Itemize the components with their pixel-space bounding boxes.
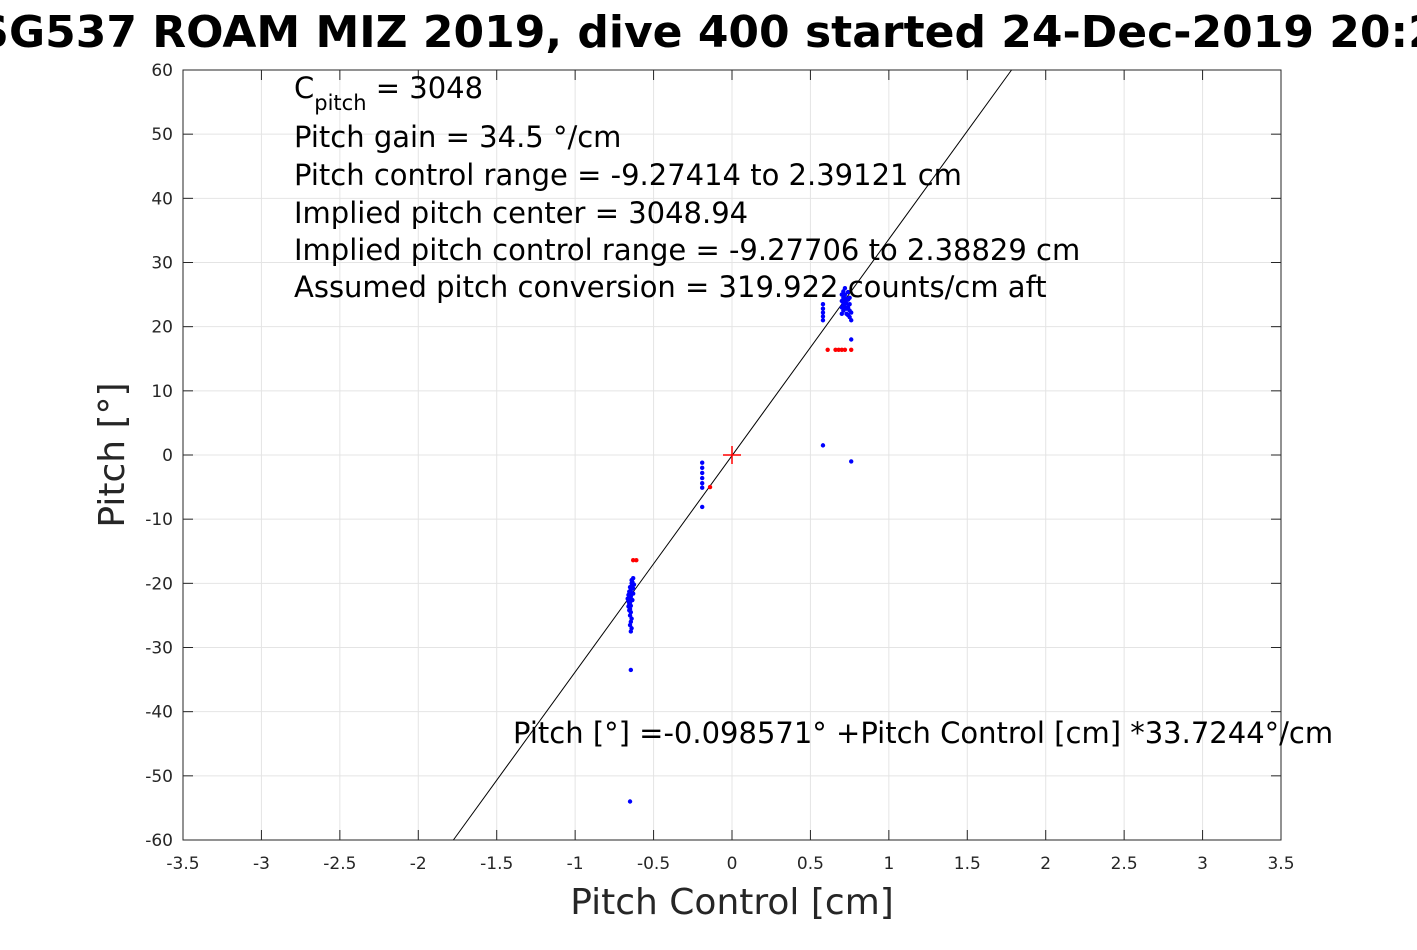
x-tick-label: 3 (1197, 854, 1208, 874)
blue-data-point (699, 460, 705, 465)
blue-data-point (627, 608, 632, 613)
x-tick-label: -1 (567, 854, 584, 874)
blue-data-point (631, 582, 637, 587)
cpitch-annotation: Cpitch = 3048 (294, 71, 483, 115)
blue-data-point (820, 310, 826, 315)
y-tick-label: -10 (145, 510, 173, 530)
blue-data-point (820, 306, 826, 311)
annotation-pitch-control-range: Pitch control range = -9.27414 to 2.3912… (294, 158, 962, 192)
x-tick-label: 0 (727, 854, 738, 874)
red-data-point (825, 347, 830, 352)
x-axis-label: Pitch Control [cm] (570, 882, 894, 923)
red-data-point (836, 347, 841, 352)
blue-data-point (630, 597, 635, 603)
x-tick-label: -3 (253, 854, 270, 874)
plot-area-border (182, 69, 1282, 841)
y-tick-label: 0 (162, 446, 173, 466)
data-points (625, 285, 854, 804)
y-tick-label: 20 (151, 318, 173, 338)
x-tick-label: 1 (883, 854, 894, 874)
x-tick-label: -2 (410, 854, 427, 874)
blue-data-point (849, 337, 854, 342)
y-tick-label: 60 (151, 61, 173, 81)
blue-data-point (699, 470, 705, 476)
annotation-pitch-gain: Pitch gain = 34.5 °/cm (294, 120, 621, 154)
annotation-pitch-conversion: Assumed pitch conversion = 319.922 count… (294, 270, 1047, 304)
red-data-point (833, 347, 838, 352)
y-tick-label: 10 (151, 382, 173, 402)
x-tick-label: 2 (1040, 854, 1051, 874)
blue-data-point (627, 799, 633, 804)
blue-data-point (820, 302, 826, 307)
blue-data-point (820, 443, 826, 448)
x-tick-label: 3.5 (1267, 854, 1294, 874)
y-axis-label: Pitch [°] (92, 382, 133, 527)
blue-data-point (699, 465, 705, 471)
y-tick-label: -50 (145, 767, 173, 787)
x-tick-label: -0.5 (637, 854, 670, 874)
blue-data-point (842, 285, 848, 291)
x-tick-label: 1.5 (954, 854, 981, 874)
blue-data-point (699, 504, 705, 510)
blue-data-point (627, 589, 632, 594)
cpitch-subscript: pitch (314, 91, 366, 115)
red-data-point (634, 558, 639, 563)
x-tick-label: 2.5 (1111, 854, 1138, 874)
y-tick-label: 40 (151, 189, 173, 209)
blue-data-point (626, 604, 631, 609)
red-data-point (839, 347, 844, 352)
y-tick-label: 30 (151, 254, 173, 274)
blue-data-point (849, 310, 854, 315)
blue-data-point (820, 314, 826, 319)
blue-data-point (699, 481, 705, 486)
blue-data-point (849, 459, 854, 464)
blue-data-point (845, 289, 851, 295)
x-tick-label: -1.5 (480, 854, 513, 874)
blue-data-point (699, 475, 705, 481)
blue-data-point (847, 302, 852, 307)
x-tick-label: -3.5 (166, 854, 199, 874)
blue-data-point (625, 596, 630, 601)
annotation-implied-pitch-center: Implied pitch center = 3048.94 (294, 196, 748, 230)
fit-equation: Pitch [°] =-0.098571° +Pitch Control [cm… (513, 716, 1333, 750)
blue-data-point (629, 577, 634, 583)
blue-data-point (699, 485, 705, 490)
cpitch-value: = 3048 (367, 71, 484, 105)
y-tick-labels: 60 50 40 30 20 10 0 -10 -20 -30 -40 -50 -60 (145, 61, 173, 851)
y-tick-label: 50 (151, 125, 173, 145)
blue-data-point (847, 295, 852, 300)
red-data-point (849, 347, 854, 352)
blue-data-point (849, 318, 854, 323)
annotation-implied-control-range: Implied pitch control range = -9.27706 t… (294, 233, 1080, 267)
chart-title: SG537 ROAM MIZ 2019, dive 400 started 24… (0, 7, 1417, 58)
y-tick-label: -60 (145, 831, 173, 851)
y-tick-label: -30 (145, 639, 173, 659)
blue-data-point (628, 667, 634, 673)
cpitch-symbol: C (294, 71, 314, 105)
x-tick-label: 0.5 (797, 854, 824, 874)
blue-data-point (628, 629, 634, 634)
blue-data-point (630, 591, 636, 596)
red-data-point (842, 347, 848, 352)
center-marker-group (723, 446, 741, 464)
red-data-point (630, 558, 636, 563)
y-tick-label: -20 (145, 574, 173, 594)
x-tick-label: -2.5 (323, 854, 356, 874)
x-tick-labels: -3.5 -3 -2.5 -2 -1.5 -1 -0.5 0 0.5 1 1.5 2 2.5 3 3.5 (166, 854, 1294, 874)
y-tick-label: -40 (145, 703, 173, 723)
blue-data-point (820, 318, 826, 323)
red-data-point (707, 484, 713, 490)
blue-data-point (627, 584, 633, 590)
blue-data-point (842, 292, 848, 297)
